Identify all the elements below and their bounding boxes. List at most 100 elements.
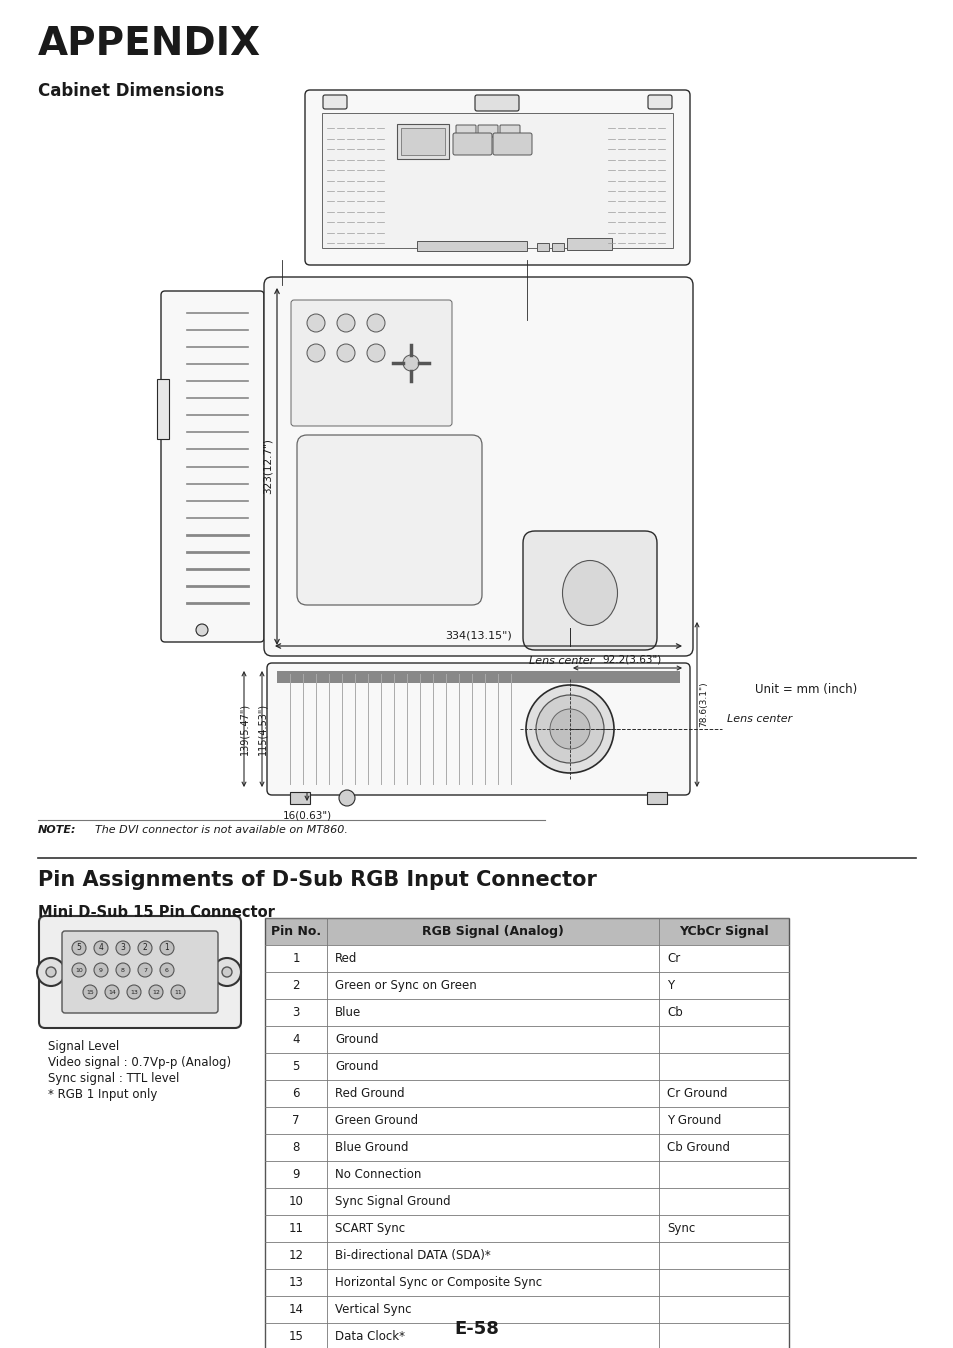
Text: 334(13.15"): 334(13.15") [445, 631, 512, 642]
FancyBboxPatch shape [62, 931, 218, 1012]
Text: Ground: Ground [335, 1060, 378, 1073]
Circle shape [37, 958, 65, 985]
FancyBboxPatch shape [475, 94, 518, 111]
Circle shape [46, 967, 56, 977]
Bar [396, 124, 449, 159]
Text: Green or Sync on Green: Green or Sync on Green [335, 979, 476, 992]
Text: Signal Level: Signal Level [48, 1041, 119, 1053]
Text: 14: 14 [288, 1304, 303, 1316]
FancyBboxPatch shape [305, 90, 689, 266]
Text: 2: 2 [292, 979, 299, 992]
Circle shape [367, 314, 385, 332]
Bar [265, 918, 788, 1348]
Text: Cr Ground: Cr Ground [666, 1086, 727, 1100]
Text: Unit = mm (inch): Unit = mm (inch) [754, 683, 857, 696]
Text: Red: Red [335, 952, 357, 965]
Text: 13: 13 [130, 989, 138, 995]
Text: 3: 3 [292, 1006, 299, 1019]
Text: 14: 14 [108, 989, 116, 995]
Text: Green Ground: Green Ground [335, 1113, 417, 1127]
Text: Pin Assignments of D-Sub RGB Input Connector: Pin Assignments of D-Sub RGB Input Conne… [38, 869, 597, 890]
FancyBboxPatch shape [456, 125, 476, 137]
Text: 78.6(3.1"): 78.6(3.1") [699, 682, 707, 728]
Text: Sync: Sync [666, 1223, 695, 1235]
Circle shape [338, 790, 355, 806]
Text: Blue Ground: Blue Ground [335, 1140, 408, 1154]
Circle shape [127, 985, 141, 999]
Bar [265, 1188, 788, 1215]
Text: Sync signal : TTL level: Sync signal : TTL level [48, 1072, 179, 1085]
Text: 6: 6 [292, 1086, 299, 1100]
Text: 1: 1 [292, 952, 299, 965]
Bar [265, 1242, 788, 1268]
FancyBboxPatch shape [493, 133, 532, 155]
Bar [265, 1215, 788, 1242]
Bar [265, 1295, 788, 1322]
Text: E-58: E-58 [454, 1320, 499, 1339]
Text: Blue: Blue [335, 1006, 361, 1019]
Text: Video signal : 0.7Vp-p (Analog): Video signal : 0.7Vp-p (Analog) [48, 1055, 231, 1069]
Bar [400, 128, 444, 155]
FancyBboxPatch shape [291, 301, 452, 426]
Bar [265, 1026, 788, 1053]
FancyBboxPatch shape [161, 291, 264, 642]
Circle shape [116, 962, 130, 977]
Text: No Connection: No Connection [335, 1167, 421, 1181]
Ellipse shape [562, 561, 617, 625]
Text: 7: 7 [292, 1113, 299, 1127]
Text: Cb: Cb [666, 1006, 682, 1019]
Circle shape [195, 624, 208, 636]
Circle shape [307, 344, 325, 363]
Text: 12: 12 [152, 989, 160, 995]
Text: 115(4.53"): 115(4.53") [256, 702, 267, 755]
Bar [265, 1134, 788, 1161]
Text: Sync Signal Ground: Sync Signal Ground [335, 1194, 450, 1208]
Circle shape [105, 985, 119, 999]
Bar [566, 239, 612, 249]
Text: 6: 6 [165, 968, 169, 972]
Bar [265, 1053, 788, 1080]
FancyBboxPatch shape [522, 531, 657, 650]
Text: Cb Ground: Cb Ground [666, 1140, 729, 1154]
Circle shape [160, 962, 173, 977]
Circle shape [116, 941, 130, 954]
Text: * RGB 1 Input only: * RGB 1 Input only [48, 1088, 157, 1101]
FancyBboxPatch shape [296, 435, 481, 605]
Circle shape [525, 685, 614, 772]
Circle shape [222, 967, 232, 977]
Circle shape [536, 696, 603, 763]
Circle shape [402, 355, 418, 371]
Text: 5: 5 [292, 1060, 299, 1073]
Circle shape [149, 985, 163, 999]
Text: Bi-directional DATA (SDA)*: Bi-directional DATA (SDA)* [335, 1250, 490, 1262]
Circle shape [94, 962, 108, 977]
Bar [552, 243, 563, 251]
Bar [265, 1268, 788, 1295]
Bar [265, 918, 788, 945]
Text: Data Clock*: Data Clock* [335, 1330, 405, 1343]
Circle shape [307, 314, 325, 332]
Bar [416, 241, 526, 251]
FancyBboxPatch shape [477, 125, 497, 137]
Text: 2: 2 [143, 944, 147, 953]
Circle shape [336, 314, 355, 332]
Text: 5: 5 [76, 944, 81, 953]
FancyBboxPatch shape [647, 94, 671, 109]
Text: Mini D-Sub 15 Pin Connector: Mini D-Sub 15 Pin Connector [38, 905, 274, 919]
FancyBboxPatch shape [267, 663, 689, 795]
Text: 10: 10 [288, 1194, 303, 1208]
Text: NOTE:: NOTE: [38, 825, 76, 834]
Circle shape [138, 962, 152, 977]
Bar [537, 243, 548, 251]
Circle shape [213, 958, 241, 985]
Circle shape [94, 941, 108, 954]
Bar [265, 1107, 788, 1134]
Text: Lens center: Lens center [726, 714, 791, 724]
Bar [265, 1161, 788, 1188]
Text: 4: 4 [98, 944, 103, 953]
Text: 15: 15 [288, 1330, 303, 1343]
Text: 139(5.47"): 139(5.47") [239, 702, 249, 755]
Text: Ground: Ground [335, 1033, 378, 1046]
Text: APPENDIX: APPENDIX [38, 26, 261, 63]
Text: 3: 3 [120, 944, 125, 953]
